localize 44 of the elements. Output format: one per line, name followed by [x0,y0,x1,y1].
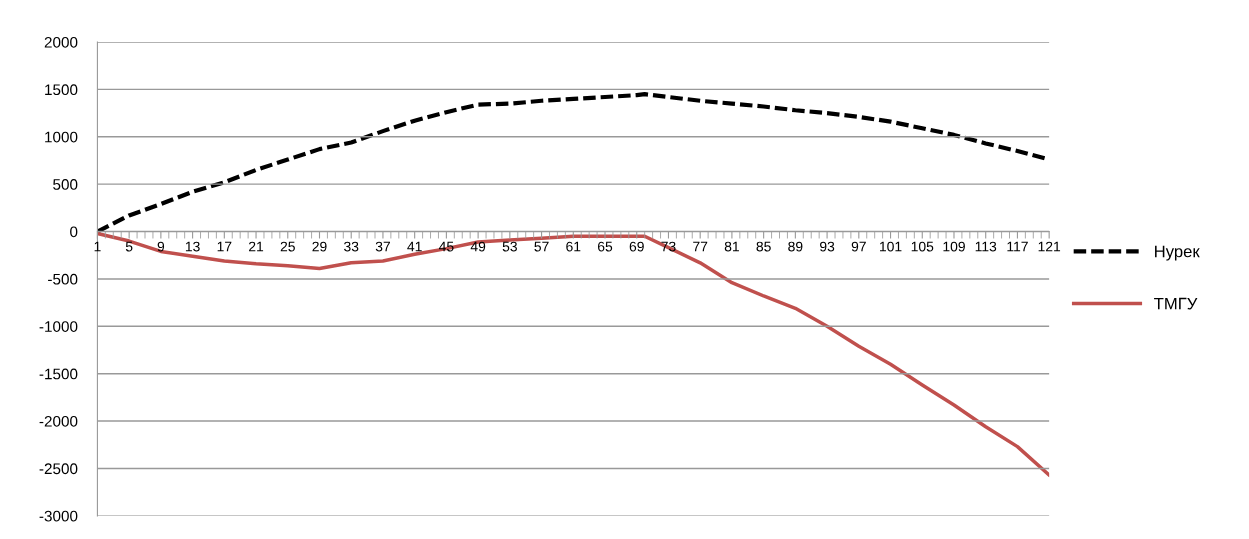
x-tick-label: 13 [185,241,200,252]
x-tick-label: 65 [598,241,613,252]
y-tick-label: -1000 [39,321,78,332]
y-tick-label: 2000 [44,36,78,48]
x-tick-label: 37 [375,241,390,252]
legend-label: Нурек [1155,245,1200,261]
x-tick-label: 73 [661,241,676,252]
x-tick-label: 33 [344,241,359,252]
x-tick-label: 1 [94,241,101,252]
legend-label: ТМГУ [1154,297,1198,310]
x-tick-label: 89 [788,241,803,252]
x-tick-label: 93 [820,241,835,252]
y-tick-label: -1500 [39,368,78,380]
x-tick-label: 21 [249,241,264,252]
x-tick-label: 105 [911,241,934,252]
y-tick-label: -3000 [39,510,78,522]
x-tick-label: 53 [502,241,517,252]
x-tick-label: 49 [470,241,486,252]
y-tick-label: -2000 [39,415,78,427]
x-tick-label: 77 [693,241,708,252]
x-tick-label: 41 [407,241,422,252]
x-tick-label: 29 [312,241,327,252]
x-tick-label: 69 [629,241,644,252]
x-tick-label: 101 [880,241,902,252]
x-tick-label: 5 [125,241,133,252]
y-tick-label: 1000 [45,131,78,143]
x-tick-label: 25 [280,241,295,252]
x-tick-label: 9 [157,241,165,252]
x-tick-label: 17 [217,241,232,252]
y-tick-label: 500 [53,179,78,190]
y-tick-label: 1500 [45,84,78,96]
x-tick-label: 109 [943,241,965,252]
x-tick-label: 121 [1038,241,1061,252]
x-tick-label: 45 [438,241,454,252]
x-tick-label: 97 [851,241,866,252]
x-tick-label: 117 [1007,241,1028,252]
x-tick-label: 113 [975,241,997,252]
x-tick-label: 85 [756,241,771,252]
y-tick-label: -500 [48,273,78,285]
x-tick-label: 81 [724,241,739,252]
x-tick-label: 61 [566,241,581,252]
x-tick-label: 57 [534,241,549,252]
y-tick-label: -2500 [39,463,78,475]
y-tick-label: 0 [70,226,78,238]
